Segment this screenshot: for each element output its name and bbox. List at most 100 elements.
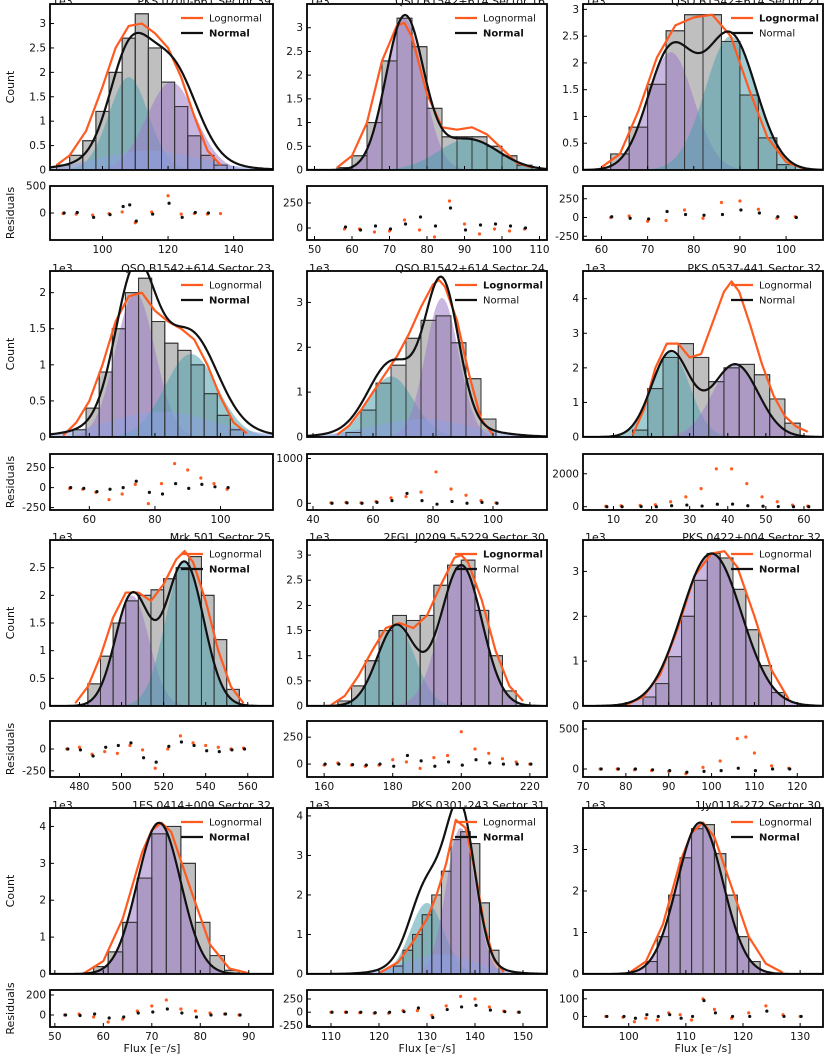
residual-point-lognormal xyxy=(146,502,150,506)
residual-point-normal xyxy=(364,763,368,767)
residual-point-lognormal xyxy=(664,218,668,223)
residual-point-lognormal xyxy=(752,751,757,755)
y-tick-label: 2 xyxy=(39,895,46,907)
residual-point-normal xyxy=(167,201,171,205)
residual-point-lognormal xyxy=(204,743,208,748)
residual-axes-frame xyxy=(306,185,548,241)
residual-point-lognormal xyxy=(507,229,512,233)
residual-point-normal xyxy=(418,215,423,219)
residual-point-normal xyxy=(75,210,79,215)
main-axes-frame xyxy=(306,539,548,707)
panel-title: PKS 0422+004 Sector 32 xyxy=(682,531,821,544)
residual-point-lognormal xyxy=(186,468,190,472)
residual-y-tick-label: 500 xyxy=(559,724,579,736)
residual-y-tick-label: 0 xyxy=(296,1007,303,1019)
residual-point-lognormal xyxy=(389,496,393,500)
y-tick-label: 1 xyxy=(39,932,46,944)
y-tick-label: 0 xyxy=(39,969,46,981)
residual-point-lognormal xyxy=(447,199,452,203)
x-tick-label: 60 xyxy=(595,244,608,256)
residual-point-normal xyxy=(493,222,498,226)
residual-point-lognormal xyxy=(764,1004,768,1008)
x-tick-label: 120 xyxy=(787,781,807,793)
residual-point-lognormal xyxy=(150,1004,154,1008)
y-tick-label: 4 xyxy=(296,810,303,822)
legend-lognormal-label: Lognormal xyxy=(209,14,262,25)
y-tick-label: 2 xyxy=(39,287,46,299)
residual-point-lognormal xyxy=(391,758,395,762)
scale-label: 1e3 xyxy=(309,262,330,275)
legend-lognormal-label: Lognormal xyxy=(209,281,262,292)
component-fill-purple xyxy=(307,298,547,437)
main-plot-area xyxy=(583,13,823,170)
legend-normal-label: Normal xyxy=(483,296,519,307)
y-tick-label: 1 xyxy=(296,650,303,662)
residual-point-lognormal xyxy=(404,760,409,764)
x-tick-label: 40 xyxy=(721,514,734,526)
normal-curve xyxy=(583,349,823,437)
panel-4: 0 0.5 1 1.5 2 1e3 QSO B1542+614 Sector 23 Logno… xyxy=(4,262,274,526)
residual-point-normal xyxy=(104,745,108,749)
residual-point-normal xyxy=(610,215,614,219)
legend-normal-label: Normal xyxy=(483,833,524,844)
y-tick-label: 3 xyxy=(296,297,303,309)
panel-title: PKS 0700-661 Sector 39 xyxy=(137,0,271,8)
legend-normal-label: Normal xyxy=(209,29,250,40)
component-fill-purple xyxy=(583,553,823,706)
main-axes-frame xyxy=(49,270,274,438)
residual-point-normal xyxy=(463,228,468,232)
x-tick-label: 60 xyxy=(97,1031,110,1043)
scale-label: 1e3 xyxy=(585,799,606,812)
y-tick-label: 1 xyxy=(296,929,303,941)
residual-point-normal xyxy=(501,762,506,766)
residual-point-normal xyxy=(517,1010,521,1014)
y-tick-label: 0 xyxy=(296,969,303,981)
x-tick-label: 520 xyxy=(154,781,174,793)
legend-lognormal-label: Lognormal xyxy=(759,14,819,25)
panel-title: 2FGL J0209.5-5229 Sector 30 xyxy=(383,531,545,544)
panels-layer: 0 0.5 1 1.5 2 2.5 3 1e3 PKS 0700-661 Sector 39 Lo… xyxy=(4,0,824,1043)
residual-point-normal xyxy=(373,1011,377,1015)
residual-axes-frame xyxy=(49,989,274,1028)
residual-y-tick-label: 1000 xyxy=(276,453,303,465)
lognormal-curve xyxy=(330,553,524,706)
y-tick-label: 2.5 xyxy=(29,42,46,54)
x-tick-label: 70 xyxy=(576,781,589,793)
y-axis-label-count: Count xyxy=(4,874,17,907)
panel-8: 0 0.5 1 1.5 2 2.5 3 1e3 2FGL J0209.5-5229 Sector… xyxy=(283,531,548,793)
residual-point-normal xyxy=(474,1003,478,1007)
x-tick-label: 10 xyxy=(607,514,620,526)
y-tick-label: 4 xyxy=(572,293,579,305)
legend-normal-label: Normal xyxy=(209,296,250,307)
lognormal-curve xyxy=(600,13,805,170)
residual-y-tick-label: 250 xyxy=(559,193,579,205)
residual-point-lognormal xyxy=(729,467,734,471)
x-tick-label: 80 xyxy=(194,1031,207,1043)
x-tick-label: 110 xyxy=(529,244,549,256)
residual-point-lognormal xyxy=(719,200,724,205)
residual-point-lognormal xyxy=(699,486,703,491)
residual-point-normal xyxy=(794,215,798,220)
residual-point-normal xyxy=(405,491,409,496)
panel-5: 0 1 2 3 1e3 QSO B1542+614 Sector 24 Lognormal N… xyxy=(276,262,548,526)
residual-point-normal xyxy=(388,227,393,231)
residual-point-lognormal xyxy=(179,212,183,216)
residual-point-normal xyxy=(121,486,125,490)
y-axis-label-count: Count xyxy=(4,70,17,103)
panel-title: PKS 0537-441 Sector 32 xyxy=(687,262,821,275)
legend-normal-label: Normal xyxy=(759,833,800,844)
residual-y-tick-label: 0 xyxy=(39,208,46,220)
y-tick-label: 0 xyxy=(296,165,303,177)
y-tick-label: 1 xyxy=(39,359,46,371)
scale-label: 1e3 xyxy=(585,531,606,544)
residual-points xyxy=(329,994,521,1020)
x-tick-label: 80 xyxy=(420,244,433,256)
scale-label: 1e3 xyxy=(52,0,73,8)
residual-point-normal xyxy=(402,1010,406,1014)
residual-point-normal xyxy=(685,770,689,774)
x-tick-label: 80 xyxy=(426,514,439,526)
residual-y-tick-label: 0 xyxy=(296,223,303,235)
legend-normal-label: Normal xyxy=(209,833,250,844)
residual-point-normal xyxy=(337,762,341,766)
